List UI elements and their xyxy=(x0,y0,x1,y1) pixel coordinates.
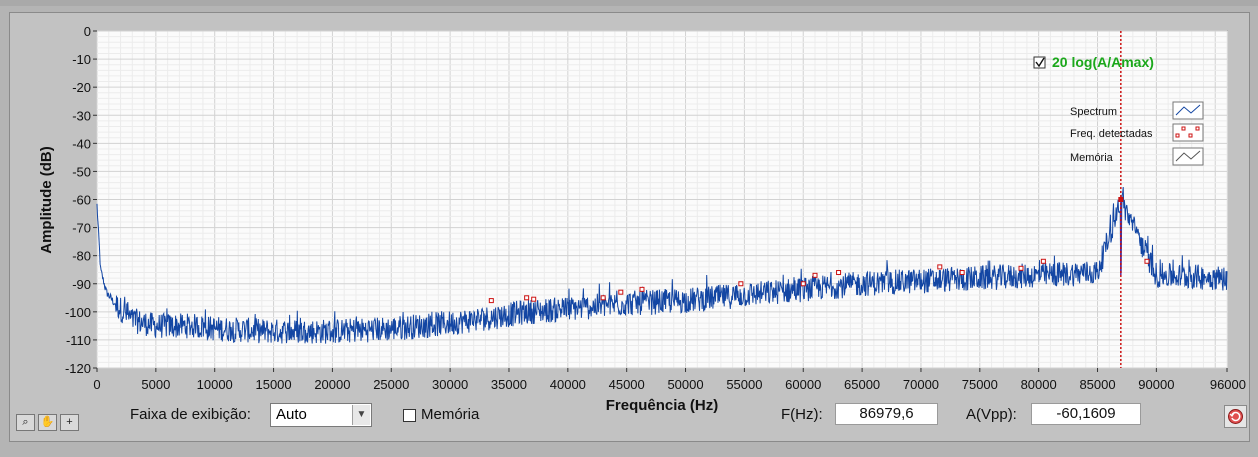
y-tick-label: -120 xyxy=(65,361,91,376)
y-tick-label: -10 xyxy=(72,52,91,67)
amplitude-field[interactable]: -60,1609 xyxy=(1031,403,1141,425)
detected-frequency-marker xyxy=(1040,258,1046,264)
x-tick-label: 80000 xyxy=(1021,377,1057,392)
reset-button[interactable] xyxy=(1224,405,1247,428)
zoom-icon[interactable]: ⌕ xyxy=(16,414,35,431)
legend-title: 20 log(A/Amax) xyxy=(1052,54,1154,70)
y-tick-labels: 0 -10 -20 -30 -40 -50 -60 -70 -80 -90 -100 -110 -120 xyxy=(65,24,97,376)
frequency-field[interactable]: 86979,6 xyxy=(835,403,938,425)
pan-hand-icon[interactable]: ✋ xyxy=(38,414,57,431)
y-tick-label: -90 xyxy=(72,277,91,292)
memoria-checkbox[interactable] xyxy=(403,409,416,422)
detected-frequency-marker xyxy=(600,295,606,301)
y-tick-label: -50 xyxy=(72,164,91,179)
legend-entry-freq-detectadas: Freq. detectadas xyxy=(1070,128,1153,140)
y-tick-label: -100 xyxy=(65,305,91,320)
y-tick-label: -20 xyxy=(72,80,91,95)
faixa-label: Faixa de exibição: xyxy=(130,406,251,423)
grid xyxy=(96,30,1228,369)
amplitude-label: A(Vpp): xyxy=(966,406,1017,423)
x-tick-labels: 0 5000 10000 15000 20000 25000 30000 35000 40000… xyxy=(93,368,1246,392)
detected-frequency-marker xyxy=(800,281,806,287)
detected-frequency-marker xyxy=(1144,258,1150,264)
y-tick-label: 0 xyxy=(84,24,91,39)
detected-frequency-marker xyxy=(836,270,842,276)
x-tick-label: 75000 xyxy=(962,377,998,392)
detected-frequency-marker xyxy=(618,289,624,295)
cursor-plus-icon[interactable]: + xyxy=(60,414,79,431)
x-tick-label: 55000 xyxy=(726,377,762,392)
detected-frequency-marker xyxy=(738,281,744,287)
legend-line-memoria-icon xyxy=(1175,150,1201,162)
detected-frequency-marker xyxy=(531,296,537,302)
memoria-label: Memória xyxy=(421,406,480,423)
detected-frequency-marker xyxy=(812,272,818,278)
reset-icon xyxy=(1228,409,1243,424)
detected-frequency-marker xyxy=(1018,265,1024,271)
detected-frequency-marker xyxy=(937,264,943,270)
detected-frequency-markers xyxy=(488,197,1150,304)
checkmark-icon xyxy=(1035,57,1045,68)
x-tick-label: 0 xyxy=(93,377,100,392)
x-tick-label: 25000 xyxy=(373,377,409,392)
y-tick-label: -80 xyxy=(72,249,91,264)
series-line-spectrum xyxy=(96,186,1228,344)
legend-line-icon xyxy=(1175,104,1201,116)
x-tick-label: 40000 xyxy=(550,377,586,392)
x-tick-label: 15000 xyxy=(255,377,291,392)
detected-frequency-marker xyxy=(639,286,645,292)
faixa-value: Auto xyxy=(276,406,307,423)
legend-checkbox[interactable] xyxy=(1033,56,1046,69)
chevron-down-icon[interactable]: ▼ xyxy=(352,405,370,425)
x-tick-label: 10000 xyxy=(197,377,233,392)
x-tick-label: 70000 xyxy=(903,377,939,392)
y-tick-label: -70 xyxy=(72,221,91,236)
y-tick-label: -30 xyxy=(72,108,91,123)
x-tick-label: 65000 xyxy=(844,377,880,392)
legend-entry-spectrum: Spectrum xyxy=(1070,106,1117,118)
y-tick-label: -40 xyxy=(72,136,91,151)
x-tick-label: 50000 xyxy=(667,377,703,392)
x-tick-label: 85000 xyxy=(1079,377,1115,392)
legend-markers-icon xyxy=(1175,126,1200,138)
frequency-label: F(Hz): xyxy=(781,406,823,423)
y-tick-label: -110 xyxy=(66,333,91,348)
y-tick-label: -60 xyxy=(72,193,91,208)
x-tick-label: 35000 xyxy=(491,377,527,392)
x-tick-label: 96000 xyxy=(1210,377,1246,392)
faixa-select[interactable]: Auto ▼ xyxy=(270,403,372,427)
x-tick-label: 5000 xyxy=(141,377,170,392)
legend-entry-memoria: Memória xyxy=(1070,152,1114,164)
detected-frequency-marker xyxy=(488,298,494,304)
x-tick-label: 45000 xyxy=(609,377,645,392)
x-tick-label: 30000 xyxy=(432,377,468,392)
y-axis-label: Amplitude (dB) xyxy=(38,146,55,253)
x-tick-label: 60000 xyxy=(785,377,821,392)
detected-frequency-marker xyxy=(524,295,530,301)
detected-frequency-marker xyxy=(959,270,965,276)
x-tick-label: 90000 xyxy=(1138,377,1174,392)
window-top-strip xyxy=(0,0,1258,6)
x-axis-label: Frequência (Hz) xyxy=(606,397,719,414)
x-tick-label: 20000 xyxy=(314,377,350,392)
